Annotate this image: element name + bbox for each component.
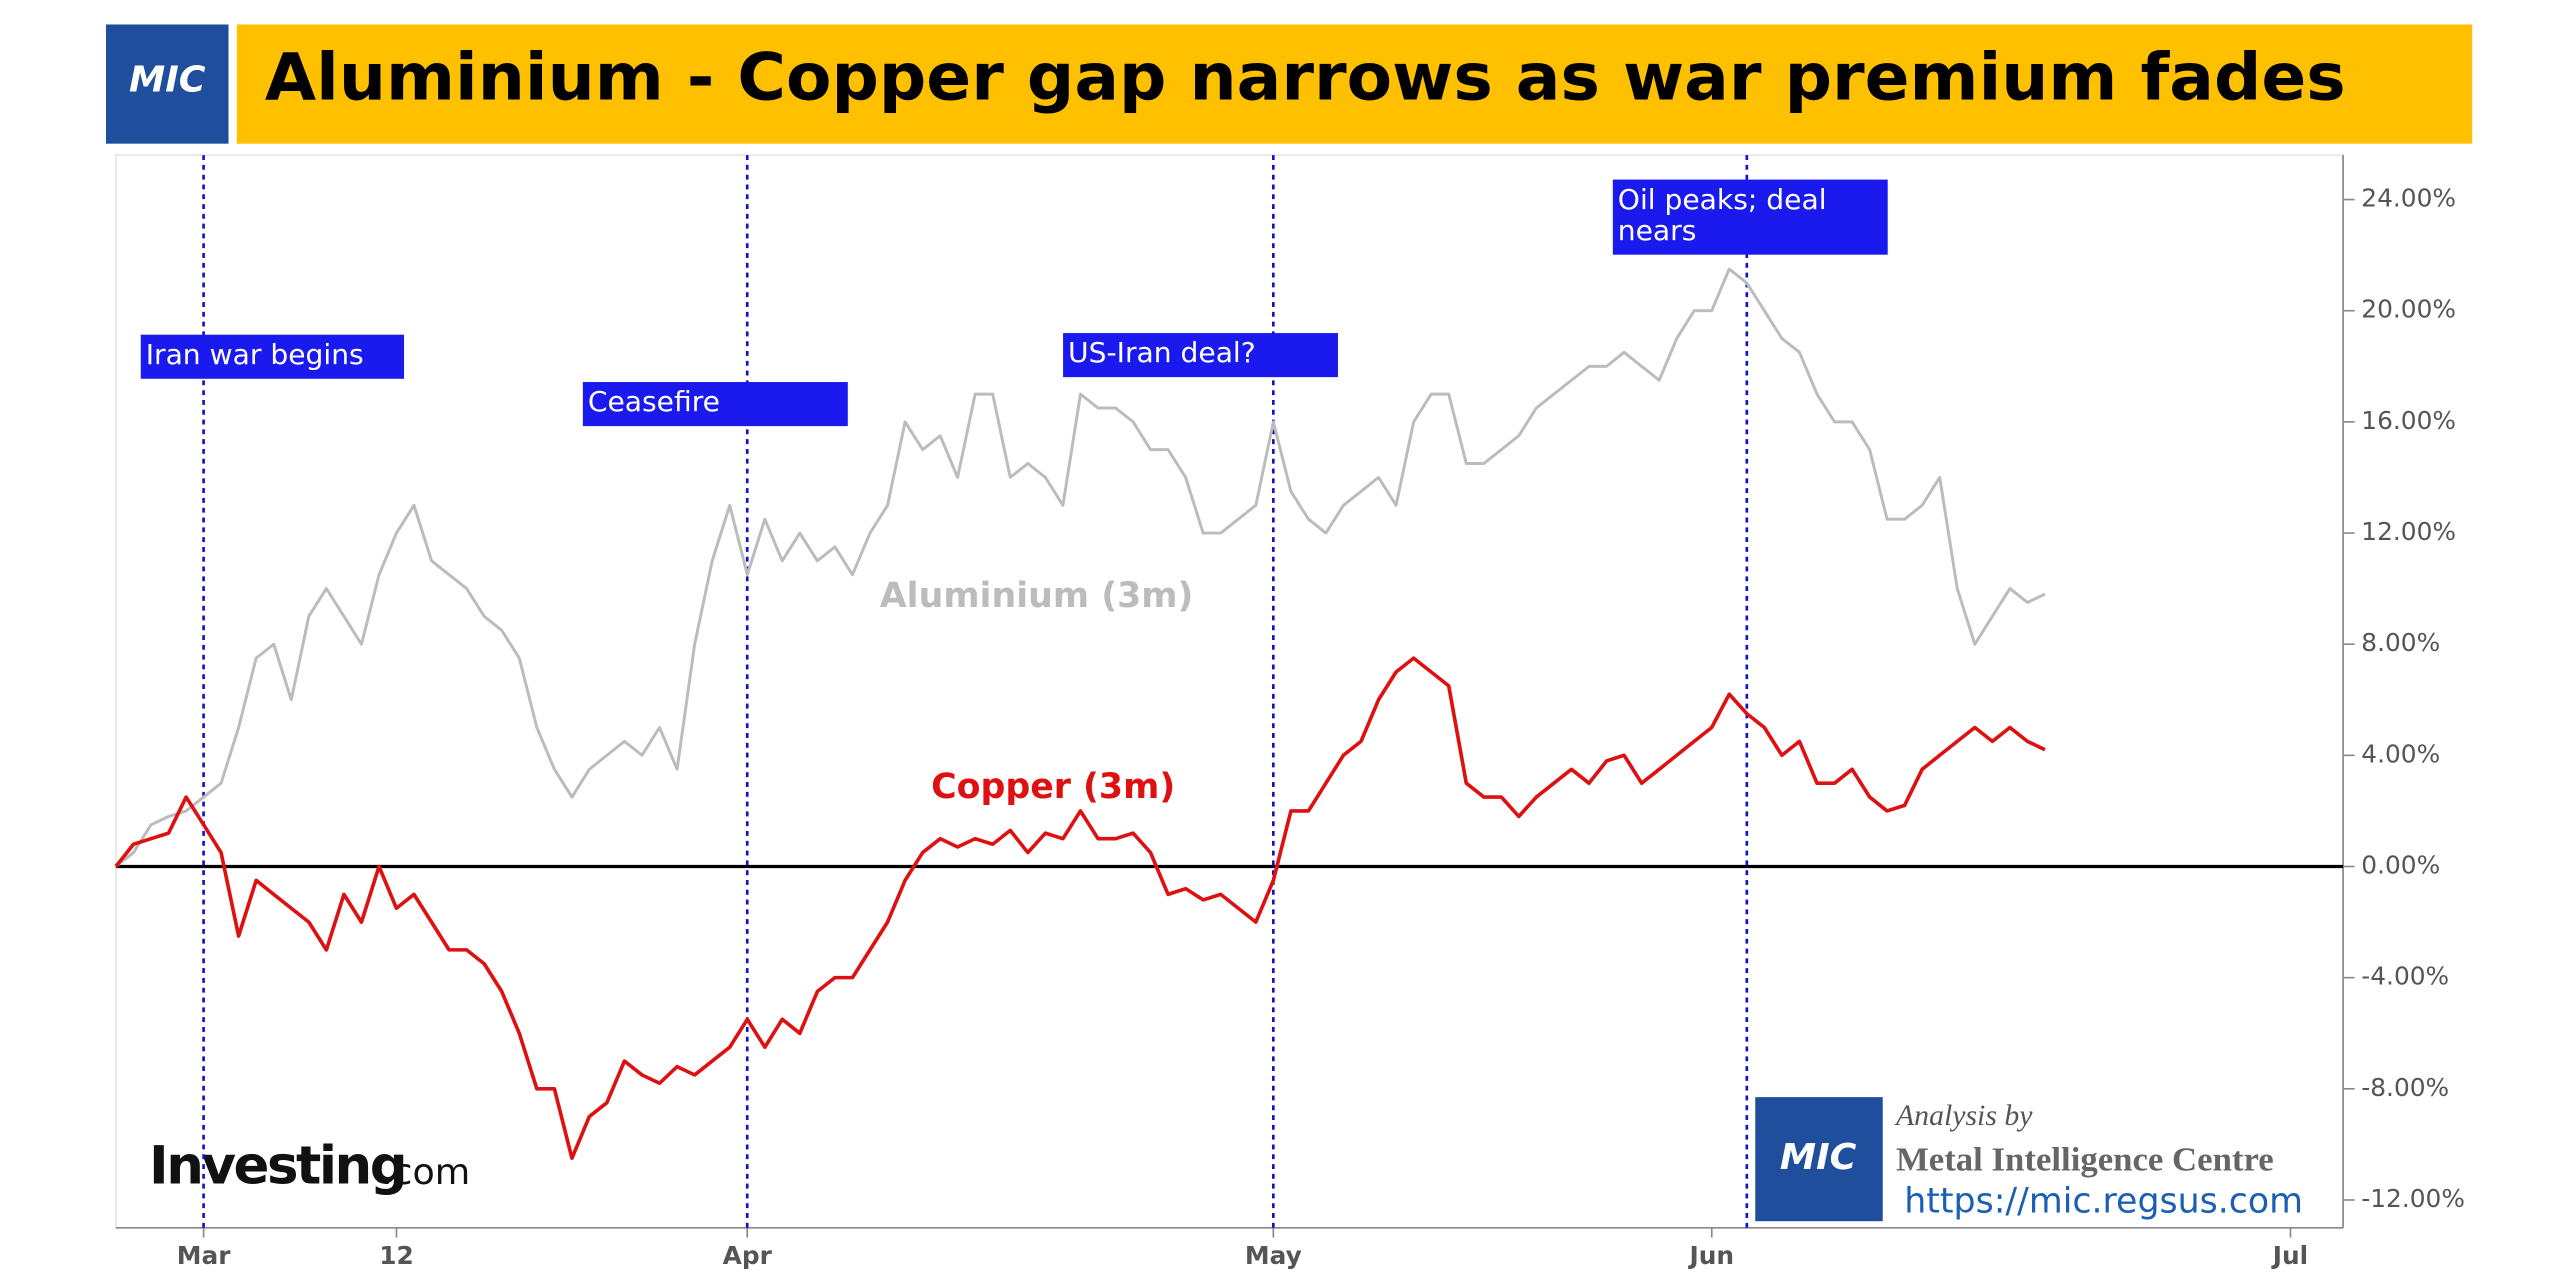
annotation-text: nears — [1618, 214, 1697, 247]
credit-org: Metal Intelligence Centre — [1896, 1141, 2274, 1179]
x-tick-label: 12 — [379, 1241, 414, 1270]
y-tick-label: 20.00% — [2361, 295, 2456, 324]
y-tick-label: -4.00% — [2361, 962, 2449, 991]
y-tick-label: -8.00% — [2361, 1073, 2449, 1102]
y-tick-label: 8.00% — [2361, 628, 2440, 657]
annotation-text: Ceasefire — [588, 385, 720, 418]
credit-analysis: Analysis by — [1894, 1100, 2033, 1132]
watermark-brand: Investing — [149, 1136, 405, 1197]
credit-logo-box — [1755, 1097, 1883, 1222]
y-tick-label: 24.00% — [2361, 184, 2456, 213]
credit-logo-text: MIC — [1780, 1135, 1857, 1178]
x-tick-label: Mar — [177, 1241, 232, 1270]
y-tick-label: -12.00% — [2361, 1184, 2465, 1213]
annotation-box — [582, 382, 848, 427]
annotation-text: Oil peaks; deal — [1618, 183, 1827, 216]
x-tick-label: May — [1245, 1241, 1302, 1270]
watermark-suffix: .com — [381, 1150, 470, 1193]
title-bar — [236, 24, 2473, 144]
title: Aluminium - Copper gap narrows as war pr… — [265, 39, 2346, 115]
annotation-text: US-Iran deal? — [1068, 336, 1256, 369]
y-tick-label: 12.00% — [2361, 517, 2456, 546]
logo-text: MIC — [129, 58, 206, 101]
annotation-text: Iran war begins — [146, 338, 364, 371]
x-tick-label: Jul — [2271, 1241, 2308, 1270]
series-line — [114, 267, 2046, 868]
plot-frame — [115, 154, 2344, 1229]
annotation-box — [1612, 179, 1888, 255]
x-tick-label: Apr — [723, 1241, 773, 1270]
logo-box — [105, 24, 229, 144]
credit-url[interactable]: https://mic.regsus.com — [1904, 1182, 2303, 1222]
annotation-box — [1063, 333, 1338, 378]
y-tick-label: 16.00% — [2361, 406, 2456, 435]
annotation-box — [140, 334, 405, 379]
x-tick-label: Jun — [1687, 1241, 1734, 1270]
series-line — [114, 656, 2046, 1160]
series-label: Aluminium (3m) — [880, 576, 1194, 616]
y-tick-label: 4.00% — [2361, 739, 2440, 768]
series-label: Copper (3m) — [931, 767, 1175, 807]
y-tick-label: 0.00% — [2361, 851, 2440, 880]
